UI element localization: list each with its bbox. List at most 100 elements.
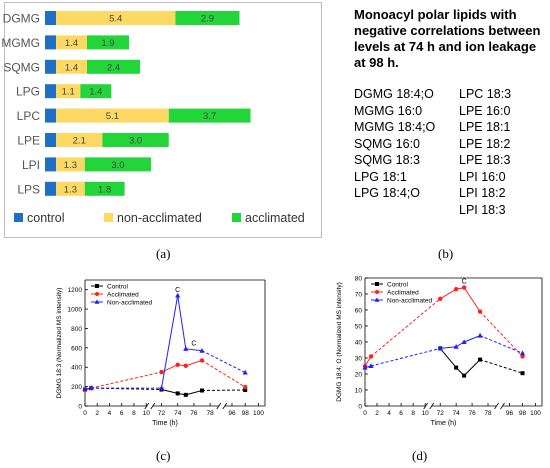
data-point [243,388,248,393]
x-tick-label: 6 [399,410,403,417]
category-label: DGMG [3,12,40,26]
data-point [183,363,188,368]
series-line-segment [463,359,481,376]
x-tick-label: 96 [228,410,236,417]
axis-break-mark [144,402,150,410]
bar-value-label: 2.9 [201,14,214,25]
category-label: LPE [17,134,40,148]
x-tick-label: 0 [363,410,367,417]
bar-value-label: 3.7 [203,111,216,122]
category-label: LPS [17,182,40,196]
y-tick-label: 1000 [68,307,83,314]
bar-value-label: 1.8 [98,184,111,195]
bar-value-label: 3.0 [129,136,142,147]
lipid-item: LPC 18:3 [459,87,512,101]
y-tick-label: 600 [71,345,82,352]
x-tick-label: 72 [158,410,166,417]
bar-segment [56,84,81,99]
x-tick-label: 76 [190,410,198,417]
lipid-item: LPI 18:3 [459,202,506,217]
data-point [453,287,459,292]
legend-label: Control [107,284,129,291]
series-line-segment [479,335,523,354]
lipid-list-left: DGMG 18:4;O MGMG 16:0 MGMG 18:4;O SQMG 16:0… [354,86,435,202]
bar-value-label: 1.4 [89,87,102,98]
bar-segment [84,181,125,196]
annotation-label: C [175,287,180,294]
x-tick-label: 96 [506,410,514,417]
lipid-item: MGMG 18:4;O [354,120,436,134]
series-line-segment [161,364,178,373]
data-point [82,386,88,392]
bar-segment [84,157,152,172]
bar-segment [45,35,57,50]
axis-break-mark [150,402,156,410]
legend-marker [94,299,100,304]
data-point [362,364,368,370]
data-point [242,369,248,375]
bar-segment [56,157,85,172]
series-line-segment [185,348,203,352]
x-tick-label: 78 [484,410,492,417]
bar-value-label: 1.9 [101,38,114,49]
axis-break-mark [494,402,499,410]
data-point [453,344,459,349]
y-tick-label: 0 [78,404,82,411]
bar-segment [86,59,141,74]
y-tick-label: 40 [355,340,363,347]
legend-swatch [14,213,23,222]
y-tick-label: 20 [355,372,363,379]
bar-segment [45,59,57,74]
data-point [175,362,180,368]
lipid-item: LPE 18:3 [459,153,511,167]
data-point [158,385,165,391]
axis-break-gap [425,403,432,409]
category-label: MGMG [1,36,40,50]
x-tick-label: 6 [120,410,124,417]
panel-a-frame [4,2,322,238]
series-line-segment [440,346,457,349]
caption-a: (a) [156,246,171,261]
category-label: SQMG [3,60,40,74]
legend-swatch [232,213,241,222]
line-chart-dgmg-18-4-o: 0 10 20 30 40 50 60 70 80 0 2 4 6 8 10 72 74 76 78 96 98 100 T… [336,276,543,427]
bar-value-label: 1.3 [64,160,77,171]
y-tick-label: 400 [71,365,82,372]
x-tick-label: 100 [253,410,264,417]
annotation-label: C [462,279,467,286]
bar-segment [86,35,129,50]
x-tick-label: 74 [453,410,461,417]
x-tick-label: 0 [83,410,87,417]
data-point [199,358,205,363]
data-point [461,339,467,344]
data-point [477,332,483,338]
series-line-segment [185,359,203,367]
stacked-bar-chart: DGMG 5.4 2.9 MGMG 1.4 1.9 SQMG 1.4 2.4 LPG 1.1 1.4 L… [1,11,305,225]
y-tick-label: 1200 [68,287,83,294]
bar-segment [56,35,87,50]
x-tick-label: 2 [95,410,99,417]
axis-break-gap [146,403,153,409]
series-line-segment [439,348,457,368]
legend-label: Acclimated [107,292,139,299]
data-point [243,384,248,390]
bar-segment [56,59,87,74]
data-point [175,292,181,298]
data-point [175,391,180,396]
bar-value-label: 5.4 [109,14,122,25]
caption-b: (b) [438,246,454,261]
series-line-segment [161,295,179,389]
bar-segment [45,181,57,196]
series-line-segment [463,335,481,343]
x-tick-label: 4 [387,410,391,417]
bar-segment [45,108,57,123]
y-tick-label: 80 [355,276,363,283]
y-tick-label: 0 [358,404,362,411]
bar-value-label: 3.0 [111,160,124,171]
bar-segment [56,108,169,123]
lipid-item: LPE 18:1 [459,120,511,134]
bar-segment [80,84,112,99]
series-line-segment [370,298,441,357]
legend-marker [95,292,99,296]
category-label: LPI [22,158,40,172]
